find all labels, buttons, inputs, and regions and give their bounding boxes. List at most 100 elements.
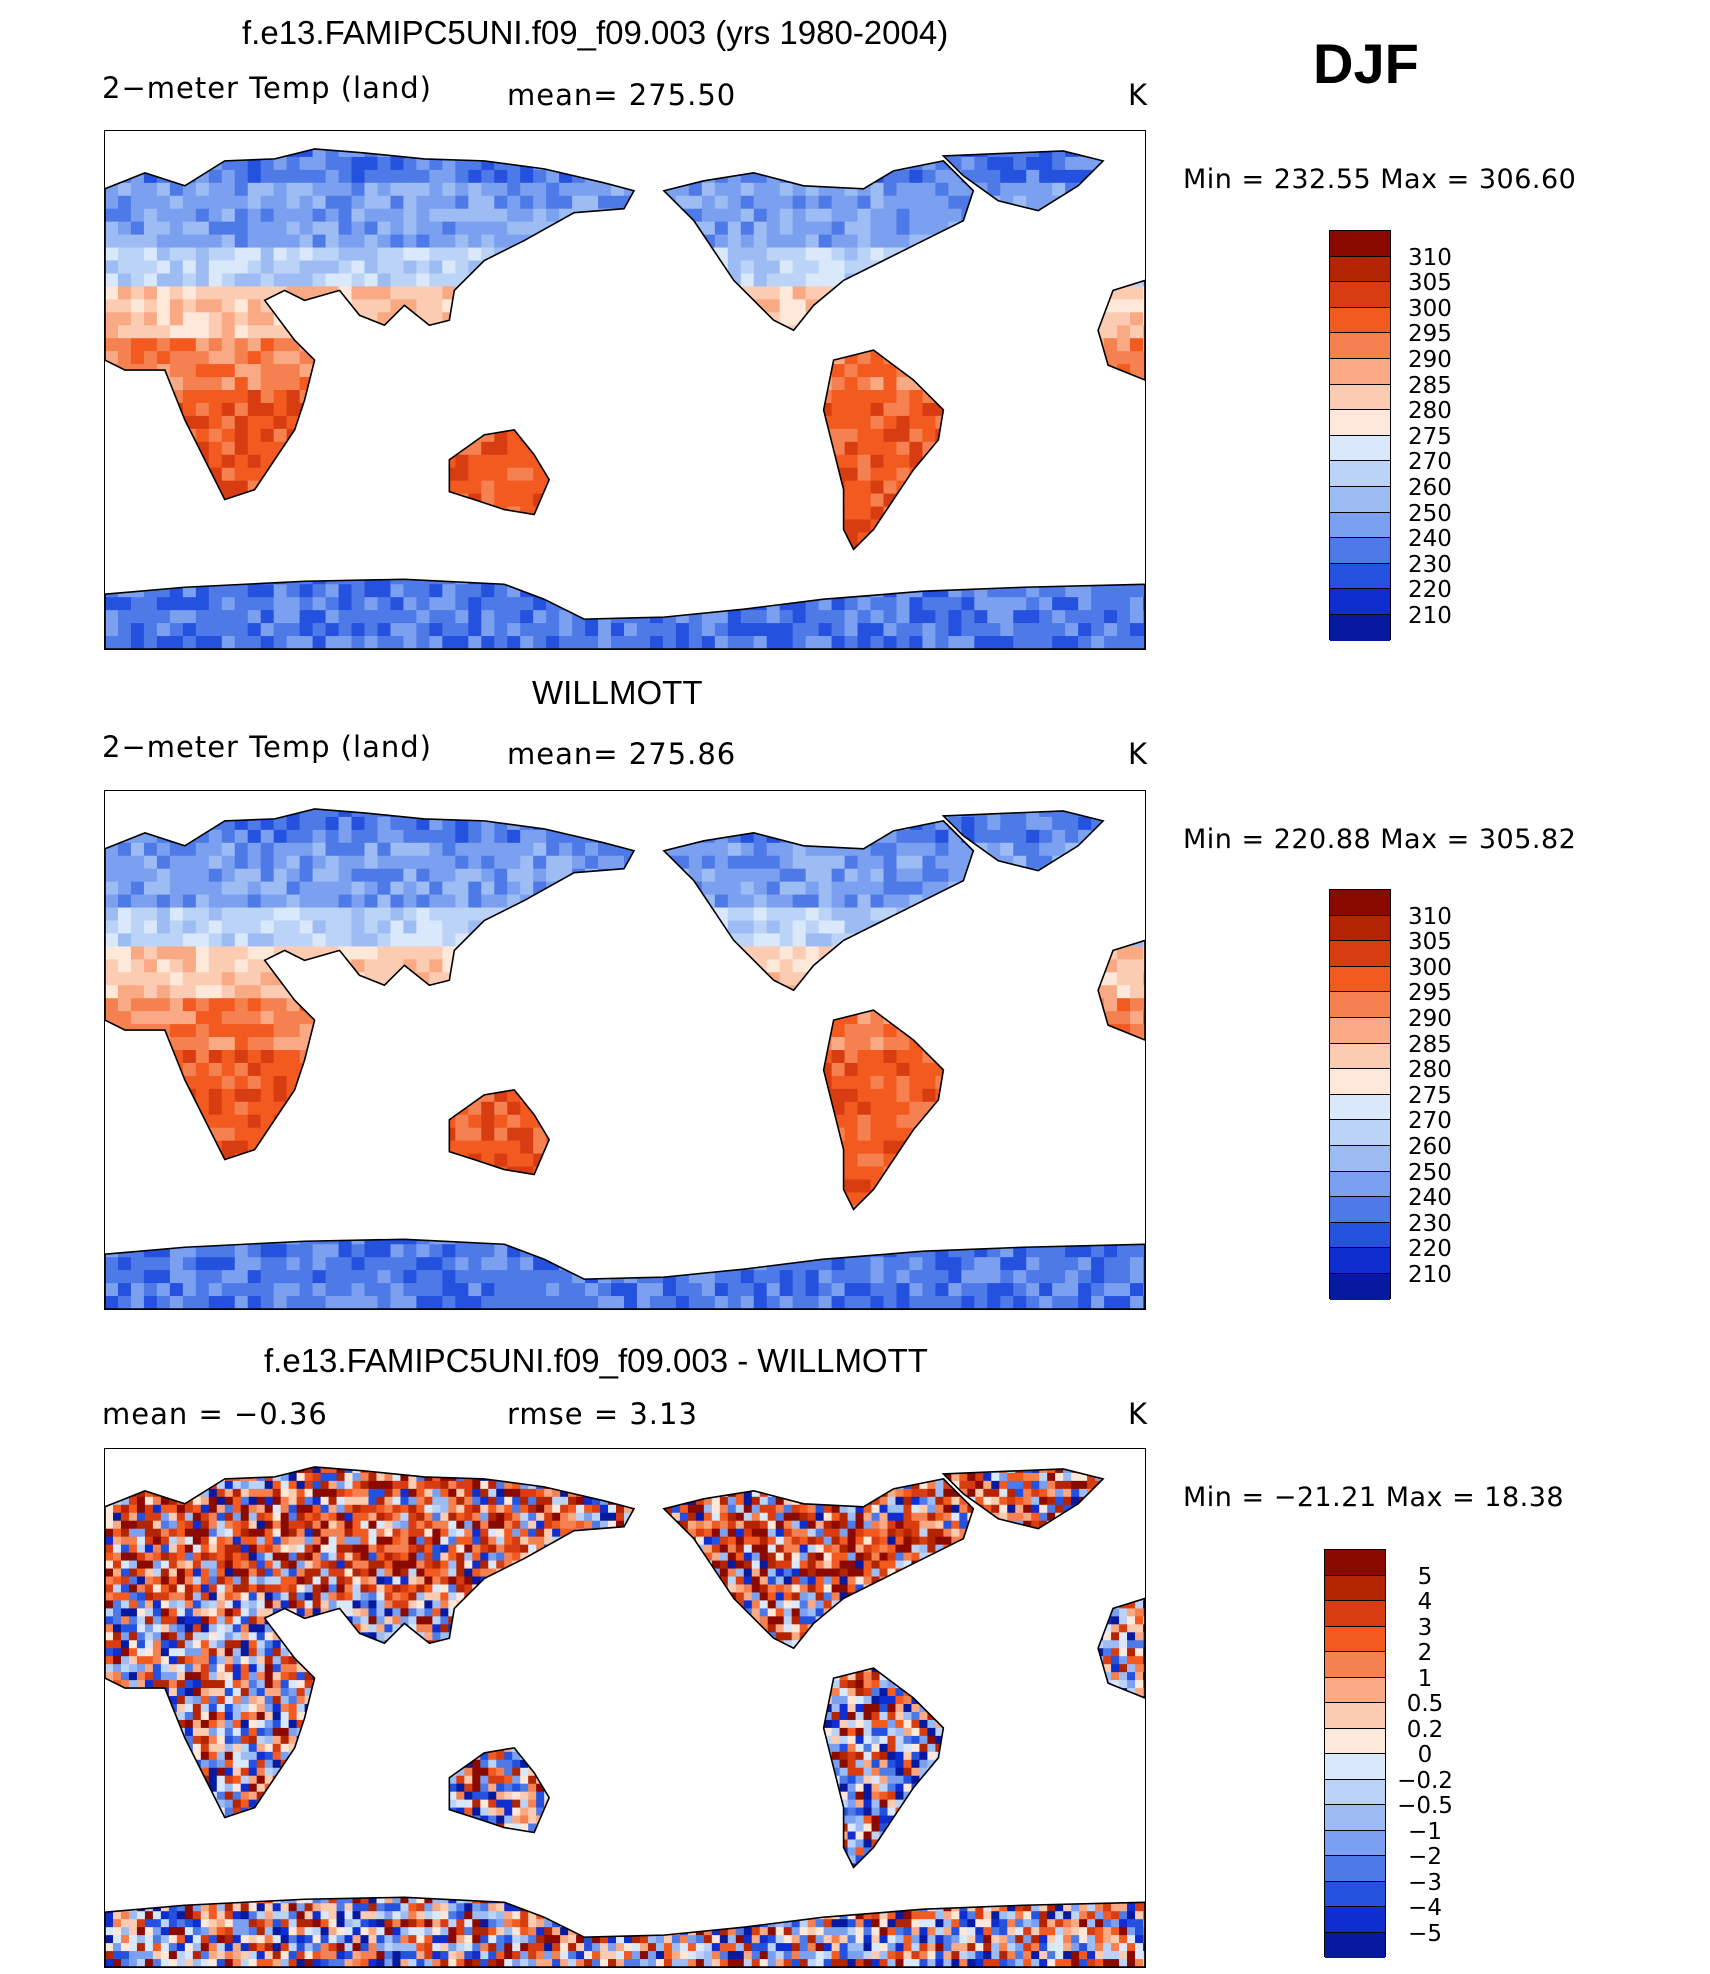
colorbar-tick-label: −3 [1408,1869,1442,1896]
units-label-model: K [1128,78,1149,112]
colorbar-swatch [1330,1120,1390,1146]
coastline [448,1088,551,1176]
colorbar-tick-label: 270 [1408,449,1452,476]
colorbar-swatch [1330,307,1390,334]
colorbar-box [1329,889,1391,1300]
colorbar-tick-label: 300 [1408,954,1452,981]
colorbar-swatch [1325,1779,1385,1805]
colorbar-tick-label: −0.5 [1397,1793,1453,1819]
colorbar-swatch [1330,231,1390,257]
colorbar-swatch [1330,1248,1390,1274]
mean-label-obs: mean= 275.86 [507,737,737,771]
season-label: DJF [1313,32,1419,95]
colorbar-swatch [1330,1069,1390,1095]
colorbar-swatch [1330,1094,1390,1121]
colorbar-swatch [1330,589,1390,615]
coastline [662,820,975,992]
colorbar-swatch [1330,1017,1390,1044]
colorbar-tick-label: 0 [1417,1742,1433,1768]
colorbar-tick-label: 0.5 [1406,1691,1444,1717]
coastline [105,148,636,501]
colorbar-tick-label: 3 [1417,1614,1433,1641]
colorbar-tick-label: 240 [1408,526,1452,553]
colorbar-tick-label: 260 [1408,475,1452,501]
coastline [1097,1597,1145,1699]
colorbar-tick-label: −1 [1408,1818,1442,1845]
colorbar-swatch [1330,512,1390,539]
colorbar-swatch [1325,1575,1385,1601]
coastline [448,428,551,516]
colorbar-swatch [1330,1145,1390,1172]
colorbar-swatch [1330,966,1390,993]
colorbar-tick-label: 220 [1408,577,1452,604]
coastline [822,1009,945,1211]
colorbar-swatch [1325,1677,1385,1703]
colorbar-swatch [1330,1171,1390,1198]
colorbar-swatch [1330,410,1390,436]
colorbar-box [1329,230,1391,641]
colorbar-tick-label: 0.2 [1406,1716,1444,1743]
coastline [941,150,1105,212]
colorbar-swatch [1330,435,1390,462]
colorbar-tick-label: 210 [1408,603,1452,629]
colorbar-swatch [1330,915,1390,942]
coastline [941,810,1105,872]
variable-label-model: 2−meter Temp (land) [102,71,432,105]
colorbar-swatch [1325,1907,1385,1933]
colorbar-tick-label: −5 [1408,1920,1442,1947]
colorbar-swatch [1330,358,1390,385]
colorbar-swatch [1325,1805,1385,1831]
colorbar-tick-label: 260 [1408,1134,1452,1160]
colorbar-swatch [1330,563,1390,590]
colorbar-tick-label: −0.2 [1397,1767,1453,1794]
colorbar-swatch [1325,1550,1385,1576]
colorbar-tick-label: 230 [1408,551,1452,578]
colorbar-tick-label: 310 [1408,244,1452,271]
colorbar-tick-label: 280 [1408,398,1452,425]
coastline [662,1478,975,1650]
colorbar-tick-label: 5 [1417,1563,1433,1590]
colorbar-tick-label: 295 [1408,980,1452,1007]
colorbar-swatch [1325,1626,1385,1652]
colorbar-tick-label: 295 [1408,321,1452,348]
colorbar-swatch [1325,1932,1385,1958]
units-label-obs: K [1128,737,1149,771]
variable-label-obs: 2−meter Temp (land) [102,730,432,764]
colorbar-swatch [1330,282,1390,308]
mean-label-diff: mean = −0.36 [102,1397,328,1431]
colorbar-tick-label: 285 [1408,372,1452,399]
coastline [448,1746,551,1834]
colorbar-swatch [1330,461,1390,487]
minmax-label-model: Min = 232.55 Max = 306.60 [1183,164,1577,195]
colorbar-tick-label: 230 [1408,1210,1452,1237]
coastline [662,160,975,332]
colorbar-tick-label: 275 [1408,1082,1452,1109]
colorbar-swatch [1330,941,1390,967]
minmax-label-diff: Min = −21.21 Max = 18.38 [1183,1482,1565,1513]
mean-label-model: mean= 275.50 [507,78,737,112]
coastline [105,1896,1145,1967]
minmax-label-obs: Min = 220.88 Max = 305.82 [1183,824,1577,855]
coastline [941,1468,1105,1530]
colorbar-swatch [1325,1830,1385,1856]
colorbar-tick-label: 270 [1408,1108,1452,1135]
colorbar-swatch [1330,1043,1390,1070]
colorbar-swatch [1330,1222,1390,1249]
colorbar-tick-label: 275 [1408,423,1452,450]
colorbar-tick-label: 290 [1408,1006,1452,1032]
colorbar-swatch [1330,1273,1390,1300]
colorbar-tick-label: 310 [1408,903,1452,930]
rmse-label-diff: rmse = 3.13 [507,1397,698,1431]
colorbar-tick-label: 220 [1408,1236,1452,1263]
colorbar-swatch [1330,486,1390,513]
colorbar-tick-label: −2 [1408,1844,1442,1870]
colorbar-tick-label: 285 [1408,1031,1452,1058]
colorbar-swatch [1330,256,1390,283]
colorbar-swatch [1330,538,1390,564]
units-label-diff: K [1128,1397,1149,1431]
colorbar-tick-label: 210 [1408,1262,1452,1288]
map-diff [104,1448,1146,1968]
coastline [105,1238,1145,1309]
colorbar-tick-label: 250 [1408,500,1452,527]
colorbar-box [1324,1549,1386,1958]
